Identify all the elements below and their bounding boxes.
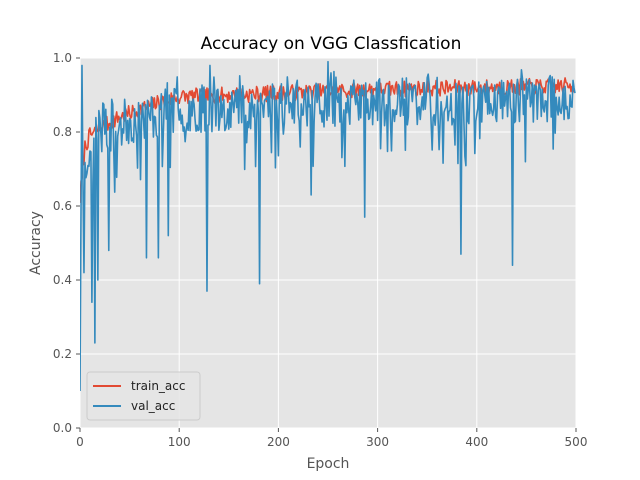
y-axis-label: Accuracy bbox=[28, 211, 44, 275]
x-axis-ticks: 0 100 200 300 400 500 bbox=[76, 428, 587, 449]
y-tick-label: 0.4 bbox=[53, 273, 72, 287]
x-tick-label: 0 bbox=[76, 435, 84, 449]
legend: train_acc val_acc bbox=[86, 371, 201, 421]
x-tick-label: 300 bbox=[366, 435, 389, 449]
x-tick-label: 400 bbox=[465, 435, 488, 449]
y-tick-label: 0.8 bbox=[53, 125, 72, 139]
plot-area bbox=[80, 58, 576, 428]
legend-label-val-acc: val_acc bbox=[131, 399, 175, 413]
y-tick-label: 0.6 bbox=[53, 199, 72, 213]
series-line-val-acc bbox=[80, 60, 576, 392]
x-tick-label: 200 bbox=[267, 435, 290, 449]
y-axis-ticks: 0.0 0.2 0.4 0.6 0.8 1.0 bbox=[53, 51, 80, 435]
x-axis-label: Epoch bbox=[307, 456, 350, 472]
y-tick-label: 0.2 bbox=[53, 347, 72, 361]
legend-box bbox=[86, 371, 201, 421]
y-tick-label: 1.0 bbox=[53, 51, 72, 65]
chart-title: Accuracy on VGG Classfication bbox=[201, 34, 462, 54]
x-tick-label: 100 bbox=[168, 435, 191, 449]
series-layer bbox=[80, 60, 576, 392]
y-tick-label: 0.0 bbox=[53, 421, 72, 435]
x-tick-label: 500 bbox=[565, 435, 588, 449]
legend-label-train-acc: train_acc bbox=[131, 379, 185, 393]
